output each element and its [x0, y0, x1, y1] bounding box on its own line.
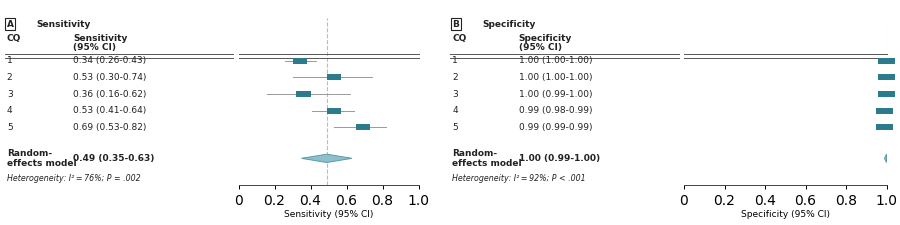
FancyBboxPatch shape: [878, 91, 895, 97]
Text: 2: 2: [453, 73, 458, 82]
Text: Heterogeneity: I² = 76%; P = .002: Heterogeneity: I² = 76%; P = .002: [7, 174, 140, 183]
Text: 2: 2: [7, 73, 13, 82]
FancyBboxPatch shape: [327, 74, 341, 81]
Text: 1.00 (0.99-1.00): 1.00 (0.99-1.00): [518, 90, 592, 99]
Text: 0.49 (0.35-0.63): 0.49 (0.35-0.63): [73, 154, 155, 163]
Text: 0.99 (0.98-0.99): 0.99 (0.98-0.99): [518, 106, 592, 115]
Text: Specificity: Specificity: [518, 34, 572, 43]
Text: Sensitivity: Sensitivity: [37, 20, 91, 29]
Text: 5: 5: [453, 123, 458, 132]
Polygon shape: [302, 154, 352, 162]
Text: 0.36 (0.16-0.62): 0.36 (0.16-0.62): [73, 90, 147, 99]
Text: 0.53 (0.30-0.74): 0.53 (0.30-0.74): [73, 73, 147, 82]
Text: Heterogeneity: I² = 92%; P < .001: Heterogeneity: I² = 92%; P < .001: [453, 174, 586, 183]
Polygon shape: [885, 154, 886, 162]
Text: 1: 1: [453, 56, 458, 65]
Text: effects model: effects model: [453, 159, 522, 168]
FancyBboxPatch shape: [292, 58, 307, 64]
Text: Random-: Random-: [453, 149, 498, 158]
FancyBboxPatch shape: [296, 91, 310, 97]
Text: 1.00 (1.00-1.00): 1.00 (1.00-1.00): [518, 56, 592, 65]
Text: 4: 4: [7, 106, 13, 115]
Text: Random-: Random-: [7, 149, 52, 158]
Text: 5: 5: [7, 123, 13, 132]
FancyBboxPatch shape: [877, 124, 893, 130]
Text: effects model: effects model: [7, 159, 77, 168]
Text: 0.53 (0.41-0.64): 0.53 (0.41-0.64): [73, 106, 147, 115]
Text: 4: 4: [453, 106, 458, 115]
Text: 1: 1: [7, 56, 13, 65]
Text: 1.00 (0.99-1.00): 1.00 (0.99-1.00): [518, 154, 600, 163]
Text: 3: 3: [453, 90, 458, 99]
Text: 0.34 (0.26-0.43): 0.34 (0.26-0.43): [73, 56, 147, 65]
FancyBboxPatch shape: [878, 58, 895, 64]
Text: Specificity: Specificity: [482, 20, 536, 29]
FancyBboxPatch shape: [877, 108, 893, 114]
Text: 0.69 (0.53-0.82): 0.69 (0.53-0.82): [73, 123, 147, 132]
Text: (95% CI): (95% CI): [518, 43, 562, 52]
Text: A: A: [7, 20, 14, 29]
FancyBboxPatch shape: [356, 124, 370, 130]
Text: (95% CI): (95% CI): [73, 43, 116, 52]
Text: CQ: CQ: [453, 34, 467, 43]
X-axis label: Sensitivity (95% CI): Sensitivity (95% CI): [284, 210, 374, 219]
Text: CQ: CQ: [7, 34, 22, 43]
FancyBboxPatch shape: [327, 108, 341, 114]
Text: B: B: [453, 20, 459, 29]
X-axis label: Specificity (95% CI): Specificity (95% CI): [741, 210, 830, 219]
Text: 0.99 (0.99-0.99): 0.99 (0.99-0.99): [518, 123, 592, 132]
Text: 3: 3: [7, 90, 13, 99]
Text: 1.00 (1.00-1.00): 1.00 (1.00-1.00): [518, 73, 592, 82]
Text: Sensitivity: Sensitivity: [73, 34, 128, 43]
FancyBboxPatch shape: [878, 74, 895, 81]
